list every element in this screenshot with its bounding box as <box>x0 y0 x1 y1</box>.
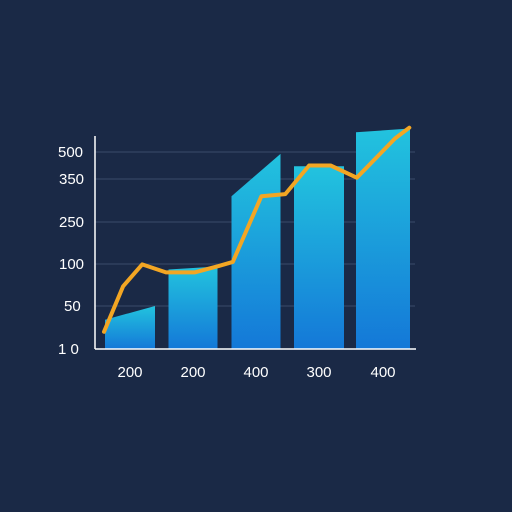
y-tick-labels: 1 0 50 100 250 350 500 <box>58 144 84 358</box>
x-tick-label: 300 <box>306 364 331 381</box>
x-tick-label: 200 <box>117 364 142 381</box>
y-tick-label: 350 <box>59 171 84 188</box>
y-tick-label: 500 <box>58 144 83 161</box>
bar <box>168 266 218 349</box>
bar <box>231 153 281 349</box>
x-tick-label: 400 <box>370 364 395 381</box>
bars <box>105 128 410 349</box>
x-tick-label: 400 <box>243 364 268 381</box>
bar <box>105 306 155 349</box>
y-tick-label: 50 <box>64 298 81 315</box>
bar <box>356 128 410 349</box>
bar <box>294 166 344 349</box>
y-tick-label: 250 <box>59 214 84 231</box>
x-tick-labels: 200 200 400 300 400 <box>117 364 395 381</box>
x-tick-label: 200 <box>180 364 205 381</box>
y-tick-label: 100 <box>59 256 84 273</box>
y-tick-label: 1 0 <box>58 341 79 358</box>
trend-line <box>102 125 412 334</box>
